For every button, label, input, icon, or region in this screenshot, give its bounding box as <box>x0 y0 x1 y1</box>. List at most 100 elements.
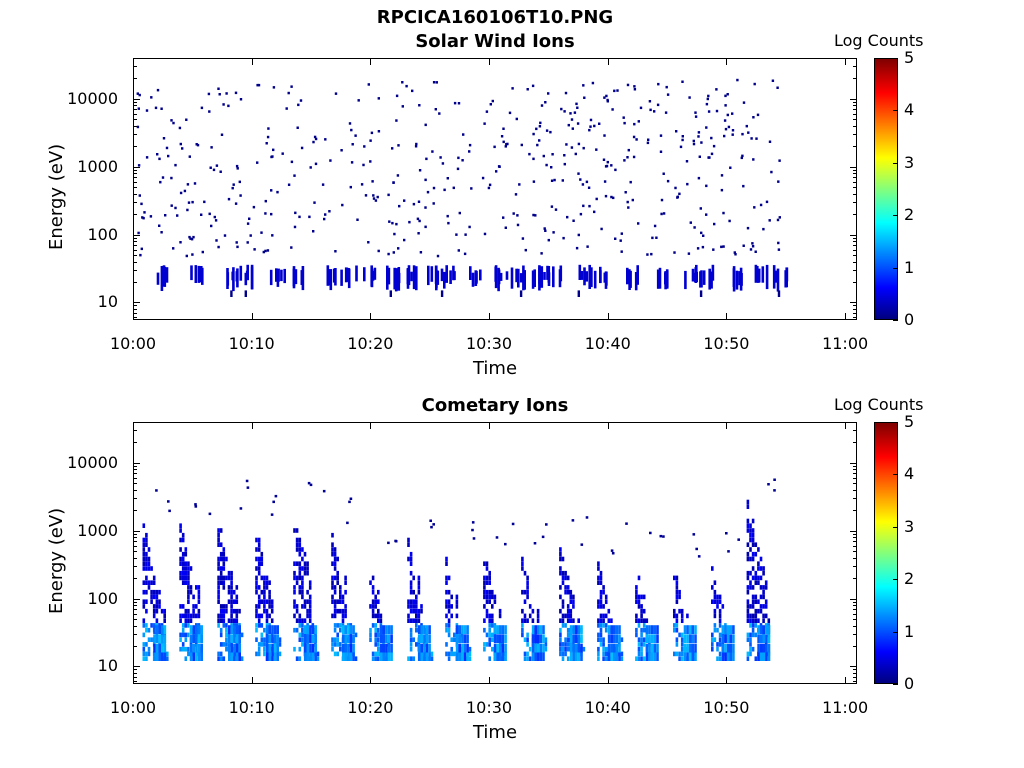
sweep-cell <box>559 547 562 552</box>
burst-cell <box>761 266 765 283</box>
sweep-cell <box>569 594 573 600</box>
sweep-cell <box>412 589 415 595</box>
data-cell <box>439 156 442 159</box>
data-cell <box>156 88 160 92</box>
sweep-low-cell <box>379 634 383 644</box>
sweep-cell <box>142 618 146 623</box>
data-cell <box>666 179 670 183</box>
data-cell <box>328 210 331 213</box>
sweep-cell <box>227 599 231 604</box>
sweep-cell <box>374 599 377 604</box>
sweep-low-cell <box>683 643 687 653</box>
sweep-low-cell <box>648 652 651 661</box>
sweep-low-cell <box>344 652 348 661</box>
sweep-cell <box>142 623 146 628</box>
sweep-cell <box>488 642 491 647</box>
sweep-cell <box>746 604 750 609</box>
sweep-cell <box>336 570 339 576</box>
sweep-cell <box>301 627 304 633</box>
sweep-cell <box>749 580 752 585</box>
sweep-cell <box>306 589 309 595</box>
sweep-cell <box>227 618 231 623</box>
sweep-cell <box>409 561 413 566</box>
burst-cell <box>165 267 169 283</box>
sweep-cell <box>599 604 603 609</box>
sweep-low-cell <box>501 652 505 661</box>
sweep-cell <box>746 542 750 547</box>
sweep-low-cell <box>268 643 272 653</box>
y-tick-label: 1000 <box>77 156 118 176</box>
sweep-cell <box>181 561 185 566</box>
sweep-cell <box>610 618 613 623</box>
sweep-low-cell <box>230 634 234 644</box>
sweep-cell <box>528 656 532 661</box>
data-cell <box>626 200 629 204</box>
sweep-cell <box>749 623 752 628</box>
sweep-cell <box>746 656 750 661</box>
sweep-cell <box>181 537 185 543</box>
data-cell <box>627 206 630 209</box>
sweep-cell <box>184 613 188 619</box>
sweep-cell <box>751 594 755 600</box>
sweep-cell <box>417 585 421 590</box>
data-cell <box>666 93 670 96</box>
burst-cell <box>590 267 593 288</box>
sweep-low-cell <box>653 643 657 653</box>
data-cell <box>768 219 771 222</box>
y-minor-tick <box>853 237 857 239</box>
sweep-low-cell <box>420 652 424 661</box>
sweep-cell <box>354 632 358 638</box>
sweep-cell <box>526 642 529 647</box>
sweep-cell <box>409 646 413 652</box>
x-tick-label: 10:30 <box>466 698 513 717</box>
data-cell <box>535 127 538 131</box>
y-minor-tick <box>133 672 137 674</box>
sweep-cell <box>678 656 681 661</box>
y-minor-tick <box>133 609 137 611</box>
sweep-low-cell <box>273 634 277 644</box>
burst-cell <box>190 265 193 281</box>
y-minor-tick <box>853 625 857 627</box>
y-minor-tick <box>133 146 137 148</box>
data-cell <box>583 96 586 99</box>
data-cell <box>561 179 564 182</box>
sweep-cell <box>762 570 765 576</box>
burst-cell <box>283 268 286 284</box>
sweep-cell <box>298 646 302 652</box>
y-minor-tick <box>853 249 857 251</box>
sweep-cell <box>521 623 524 628</box>
data-cell <box>308 215 311 219</box>
sweep-low-cell <box>539 643 543 653</box>
data-cell <box>606 98 609 102</box>
sweep-low-cell <box>192 634 196 644</box>
sweep-low-cell <box>577 652 581 661</box>
sweep-cell <box>483 580 486 585</box>
x-tick <box>489 677 491 684</box>
sweep-cell <box>746 575 750 581</box>
sweep-cell <box>295 627 299 633</box>
data-cell <box>751 245 755 248</box>
burst-cell <box>776 268 780 292</box>
y-minor-tick <box>133 566 137 568</box>
sweep-cell <box>721 604 725 609</box>
sweep-cell <box>680 613 684 619</box>
sweep-low-cell <box>341 634 345 644</box>
y-minor-tick <box>853 101 857 103</box>
data-cell <box>707 156 710 159</box>
sweep-cell <box>331 575 334 581</box>
sweep-cell <box>227 575 231 581</box>
data-cell <box>293 225 297 229</box>
sweep-cell <box>762 589 765 595</box>
sweep-cell <box>485 575 489 581</box>
data-cell <box>637 120 640 123</box>
sweep-low-cell <box>757 652 760 661</box>
x-tick-label: 10:40 <box>584 698 631 717</box>
sweep-cell <box>306 608 309 614</box>
y-minor-tick <box>133 254 137 256</box>
sweep-cell <box>526 637 529 642</box>
data-cell <box>733 251 736 254</box>
sweep-cell <box>377 613 380 619</box>
data-cell <box>248 217 251 220</box>
data-cell <box>681 135 684 138</box>
y-minor-tick <box>133 125 137 127</box>
